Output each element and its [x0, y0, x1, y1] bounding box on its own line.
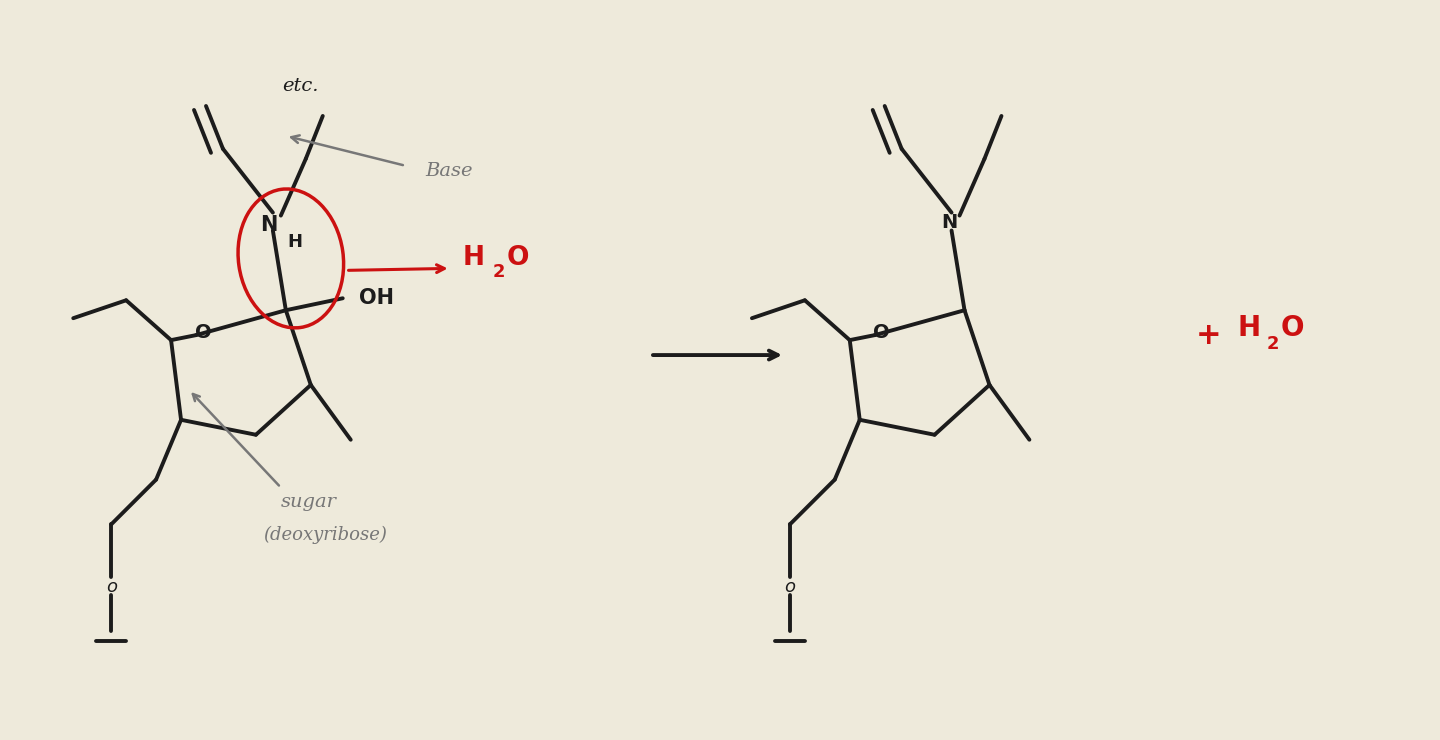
Text: O: O — [874, 323, 890, 342]
Text: N: N — [261, 215, 278, 235]
Text: +: + — [1197, 320, 1223, 349]
Text: H: H — [1237, 314, 1260, 342]
Text: sugar: sugar — [281, 493, 337, 511]
Text: o: o — [785, 578, 795, 596]
Text: etc.: etc. — [282, 77, 320, 95]
Text: O: O — [507, 246, 528, 272]
Text: 2: 2 — [1267, 335, 1280, 353]
Text: 2: 2 — [492, 263, 505, 281]
Text: N: N — [942, 213, 958, 232]
Text: H: H — [462, 246, 484, 272]
Text: o: o — [105, 578, 117, 596]
Text: O: O — [1282, 314, 1305, 342]
Text: O: O — [194, 323, 212, 342]
Text: (deoxyribose): (deoxyribose) — [264, 525, 387, 543]
Text: Base: Base — [426, 162, 474, 180]
Text: H: H — [288, 234, 302, 252]
Text: OH: OH — [359, 289, 393, 309]
